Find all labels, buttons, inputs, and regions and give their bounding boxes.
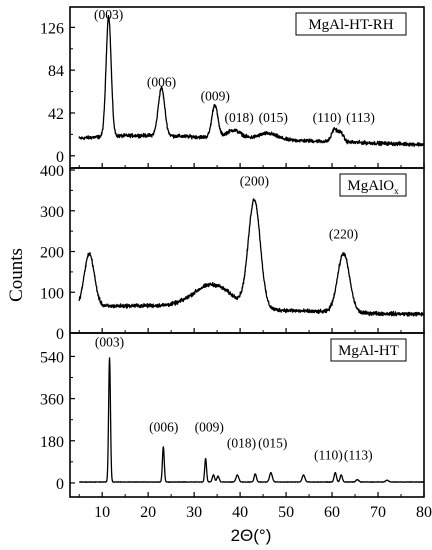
y-tick-label: 180 [40, 434, 64, 451]
peak-label: (110) [313, 110, 342, 125]
x-tick-label: 20 [140, 504, 156, 521]
peak-label: (220) [329, 226, 358, 241]
peak-label: (113) [344, 448, 373, 463]
legend-box [330, 338, 407, 362]
x-tick-label: 60 [324, 504, 340, 521]
legend-subscript: x [394, 186, 399, 196]
peak-label: (110) [314, 448, 343, 463]
y-tick-label: 400 [40, 163, 64, 180]
legend-label: MgAl-HT-RH [308, 17, 393, 33]
panel-1: 0 42 84 126 (003) (006) (009) (018) (015) (110) (1… [40, 6, 425, 169]
legend-box [339, 173, 407, 197]
peak-label: (018) [225, 110, 254, 125]
panel-3: 0 180 360 540 10 20 30 40 50 60 70 80 (003) (006) (009… [40, 332, 432, 521]
peak-label: (009) [201, 89, 230, 104]
y-tick-label: 42 [48, 106, 64, 123]
peak-label: (015) [259, 110, 288, 125]
xrd-pattern [78, 357, 425, 483]
x-tick-label: 50 [278, 504, 294, 521]
x-tick-label: 80 [416, 504, 432, 521]
y-tick-label: 0 [56, 476, 64, 493]
y-tick-label: 0 [56, 326, 64, 343]
peak-label: (003) [95, 335, 124, 350]
y-tick-label: 540 [40, 349, 64, 366]
peak-label: (006) [147, 74, 176, 89]
peak-label: (018) [227, 435, 256, 450]
y-tick-label: 0 [56, 149, 64, 166]
y-tick-label: 84 [48, 63, 64, 80]
y-tick-label: 360 [40, 392, 64, 409]
panel-2: 100 200 300 400 0 (200) (220) MgAlOx [40, 163, 425, 343]
y-tick-label: 200 [40, 245, 64, 262]
peak-label: (015) [258, 435, 287, 450]
xrd-pattern [78, 14, 425, 148]
x-tick-label: 70 [370, 504, 386, 521]
peak-label: (009) [195, 419, 224, 434]
x-tick-label: 40 [232, 504, 248, 521]
peak-label: (113) [346, 110, 375, 125]
peak-label: (200) [240, 174, 269, 189]
x-tick-label: 30 [186, 504, 202, 521]
x-tick-label: 10 [94, 504, 110, 521]
panel-frame [69, 332, 425, 498]
legend-label: MgAlOx [347, 178, 399, 196]
legend-box [295, 12, 407, 36]
y-tick-label: 100 [40, 285, 64, 302]
y-tick-label: 300 [40, 204, 64, 221]
x-axis-label: 2Θ(°) [231, 526, 272, 545]
legend-label: MgAl-HT [338, 343, 399, 359]
y-axis-label: Counts [6, 248, 27, 302]
xrd-pattern [78, 198, 425, 317]
peak-label: (003) [94, 7, 123, 22]
y-tick-label: 126 [40, 20, 64, 37]
peak-label: (006) [149, 419, 178, 434]
